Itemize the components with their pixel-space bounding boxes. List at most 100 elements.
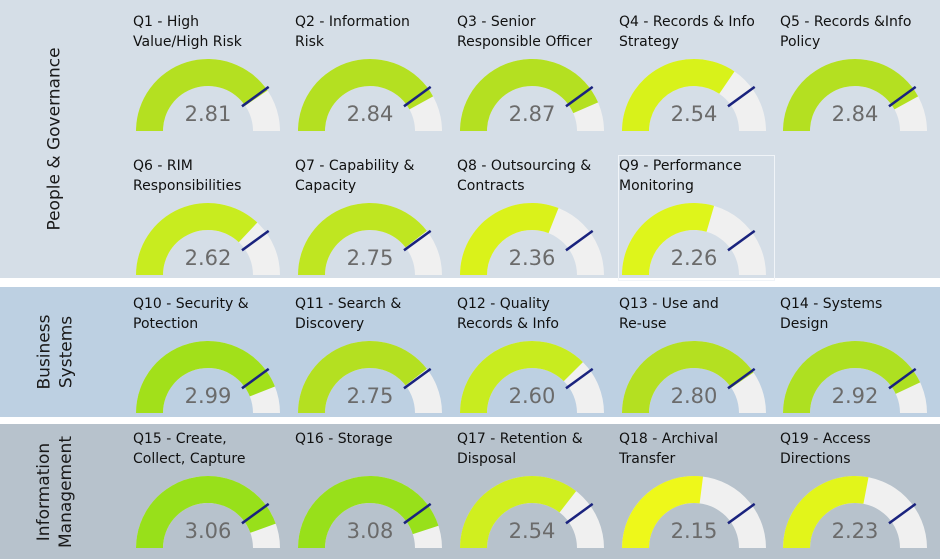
gauge-value: 2.75 xyxy=(346,384,394,408)
gauge-target-marker xyxy=(727,229,756,252)
gauge-title-line: Q19 - Access xyxy=(780,431,871,447)
gauge-title: Q11 - Search & Discovery xyxy=(295,294,455,334)
gauge-title-line: Q7 - Capability & xyxy=(295,158,415,174)
gauge-value: 2.36 xyxy=(508,246,556,270)
gauge-title-line: Collect, Capture xyxy=(133,451,246,467)
gauge-card-q13[interactable]: Q13 - Use and Re-use 2.80 xyxy=(619,294,774,418)
gauge-card-q14[interactable]: Q14 - Systems Design 2.92 xyxy=(780,294,935,418)
gauge-title: Q15 - Create, Collect, Capture xyxy=(133,429,293,469)
band-label-line: Systems xyxy=(56,315,76,389)
gauge-target-marker xyxy=(241,85,270,108)
gauge-title-line: Discovery xyxy=(295,316,365,332)
gauge-title: Q5 - Records &Info Policy xyxy=(780,12,940,52)
gauge-title-line: Directions xyxy=(780,451,851,467)
gauge-card-q5[interactable]: Q5 - Records &Info Policy 2.84 xyxy=(780,12,935,136)
gauge-title-line: Capacity xyxy=(295,178,357,194)
gauge-card-q2[interactable]: Q2 - Information Risk 2.84 xyxy=(295,12,450,136)
gauge-title-line: Q6 - RIM xyxy=(133,158,193,174)
gauge-chart xyxy=(622,59,766,131)
gauge-target-marker xyxy=(565,367,594,390)
band-label-line: Business xyxy=(34,314,54,390)
gauge-chart xyxy=(460,476,604,548)
gauge-fill xyxy=(298,58,434,131)
gauge-target-marker xyxy=(241,367,270,390)
gauge-title: Q8 - Outsourcing & Contracts xyxy=(457,156,617,196)
gauge-title: Q3 - Senior Responsible Officer xyxy=(457,12,617,52)
gauge-chart xyxy=(622,341,766,413)
gauge-chart xyxy=(298,476,442,548)
gauge-target-marker xyxy=(403,502,432,525)
gauge-target-marker xyxy=(888,502,917,525)
gauge-fill xyxy=(783,476,869,548)
band-label-line: People & Governance xyxy=(45,47,66,231)
gauge-card-q8[interactable]: Q8 - Outsourcing & Contracts 2.36 xyxy=(457,156,612,280)
gauge-title-line: Q9 - Performance xyxy=(619,158,742,174)
gauge-value: 2.62 xyxy=(184,246,232,270)
gauge-title-line: Transfer xyxy=(619,451,676,467)
gauge-title-line: Records & Info xyxy=(457,316,559,332)
gauge-chart xyxy=(783,58,927,131)
gauge-title: Q16 - Storage xyxy=(295,429,455,449)
gauge-title-line: Disposal xyxy=(457,451,517,467)
gauge-title: Q10 - Security & Potection xyxy=(133,294,293,334)
gauge-value: 3.06 xyxy=(184,519,232,543)
gauge-title-line: Q15 - Create, xyxy=(133,431,227,447)
gauge-card-q3[interactable]: Q3 - Senior Responsible Officer 2.87 xyxy=(457,12,612,136)
gauge-chart xyxy=(136,203,280,275)
gauge-target-marker xyxy=(888,367,917,390)
gauge-card-q19[interactable]: Q19 - Access Directions 2.23 xyxy=(780,429,935,553)
gauge-target-marker xyxy=(565,85,594,108)
gauge-value: 2.60 xyxy=(508,384,556,408)
gauge-fill xyxy=(136,203,258,275)
gauge-title-line: Q13 - Use and xyxy=(619,296,719,312)
gauge-target-marker xyxy=(565,229,594,252)
gauge-title-line: Q1 - High xyxy=(133,14,200,30)
gauge-fill xyxy=(622,341,754,413)
gauge-title-line: Q8 - Outsourcing & xyxy=(457,158,592,174)
gauge-fill xyxy=(298,341,427,413)
band-label-business-systems: Business Systems xyxy=(0,287,110,417)
gauge-target-marker xyxy=(727,502,756,525)
gauge-card-q9[interactable]: Q9 - Performance Monitoring 2.26 xyxy=(618,155,775,281)
gauge-card-q12[interactable]: Q12 - Quality Records & Info 2.60 xyxy=(457,294,612,418)
gauge-card-q16[interactable]: Q16 - Storage 3.08 xyxy=(295,429,450,553)
gauge-card-q18[interactable]: Q18 - Archival Transfer 2.15 xyxy=(619,429,774,553)
gauge-fill xyxy=(460,341,583,413)
gauge-title-line: Q3 - Senior xyxy=(457,14,536,30)
gauge-title-line: Strategy xyxy=(619,34,679,50)
gauge-title-line: Contracts xyxy=(457,178,525,194)
gauge-title: Q9 - Performance Monitoring xyxy=(619,156,779,196)
gauge-value: 2.80 xyxy=(670,384,718,408)
gauge-title-line: Responsibilities xyxy=(133,178,242,194)
gauge-card-q4[interactable]: Q4 - Records & Info Strategy 2.54 xyxy=(619,12,774,136)
gauge-title: Q7 - Capability & Capacity xyxy=(295,156,455,196)
gauge-fill xyxy=(622,203,715,275)
gauge-title: Q1 - High Value/High Risk xyxy=(133,12,293,52)
gauge-target-marker xyxy=(727,85,756,108)
gauge-title-line: Risk xyxy=(295,34,325,50)
gauge-card-q1[interactable]: Q1 - High Value/High Risk 2.81 xyxy=(133,12,288,136)
gauge-chart xyxy=(136,340,280,413)
gauge-title: Q12 - Quality Records & Info xyxy=(457,294,617,334)
gauge-title: Q13 - Use and Re-use xyxy=(619,294,779,334)
gauge-value: 2.54 xyxy=(508,519,556,543)
gauge-card-q6[interactable]: Q6 - RIM Responsibilities 2.62 xyxy=(133,156,288,280)
gauge-title-line: Q4 - Records & Info xyxy=(619,14,755,30)
gauge-chart xyxy=(460,203,604,275)
gauge-target-marker xyxy=(241,502,270,525)
gauge-card-q15[interactable]: Q15 - Create, Collect, Capture 3.06 xyxy=(133,429,288,553)
gauge-card-q11[interactable]: Q11 - Search & Discovery 2.75 xyxy=(295,294,450,418)
gauge-title-line: Q5 - Records &Info xyxy=(780,14,912,30)
gauge-target-marker xyxy=(403,229,432,252)
gauge-title-line: Monitoring xyxy=(619,178,694,194)
gauge-card-q7[interactable]: Q7 - Capability & Capacity 2.75 xyxy=(295,156,450,280)
gauge-card-q17[interactable]: Q17 - Retention & Disposal 2.54 xyxy=(457,429,612,553)
gauge-title: Q17 - Retention & Disposal xyxy=(457,429,617,469)
gauge-card-q10[interactable]: Q10 - Security & Potection 2.99 xyxy=(133,294,288,418)
gauge-target-marker xyxy=(565,502,594,525)
gauge-value: 2.99 xyxy=(184,384,232,408)
gauge-chart xyxy=(460,58,604,132)
gauge-title-line: Q11 - Search & xyxy=(295,296,402,312)
gauge-chart xyxy=(298,341,442,413)
gauge-chart xyxy=(298,202,442,275)
